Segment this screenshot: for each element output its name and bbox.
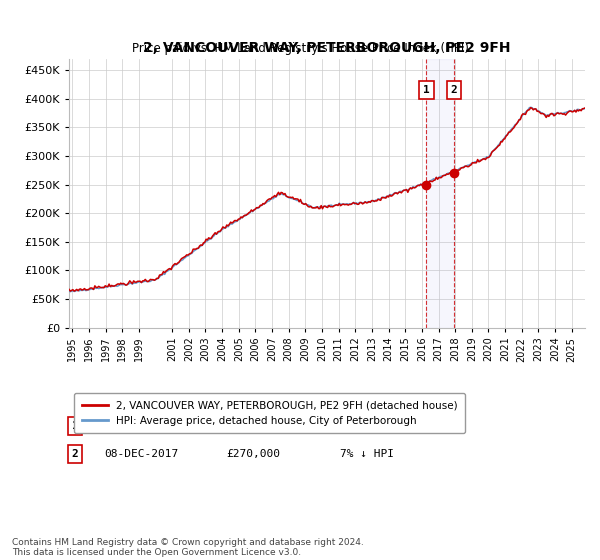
Text: £248,495: £248,495 — [226, 421, 280, 431]
Text: 1: 1 — [72, 421, 79, 431]
Text: 2: 2 — [451, 85, 457, 95]
Text: 4% ↓ HPI: 4% ↓ HPI — [340, 421, 394, 431]
Text: £270,000: £270,000 — [226, 449, 280, 459]
Text: 1: 1 — [423, 85, 430, 95]
Text: 08-DEC-2017: 08-DEC-2017 — [104, 449, 178, 459]
Text: Contains HM Land Registry data © Crown copyright and database right 2024.
This d: Contains HM Land Registry data © Crown c… — [12, 538, 364, 557]
Bar — [427, 59, 454, 328]
Legend: 2, VANCOUVER WAY, PETERBOROUGH, PE2 9FH (detached house), HPI: Average price, de: 2, VANCOUVER WAY, PETERBOROUGH, PE2 9FH … — [74, 393, 465, 433]
Text: 11-APR-2016: 11-APR-2016 — [104, 421, 178, 431]
Title: 2, VANCOUVER WAY, PETERBOROUGH, PE2 9FH: 2, VANCOUVER WAY, PETERBOROUGH, PE2 9FH — [143, 41, 511, 55]
Text: Price paid vs. HM Land Registry's House Price Index (HPI): Price paid vs. HM Land Registry's House … — [131, 42, 469, 55]
Text: 2: 2 — [72, 449, 79, 459]
Text: 7% ↓ HPI: 7% ↓ HPI — [340, 449, 394, 459]
